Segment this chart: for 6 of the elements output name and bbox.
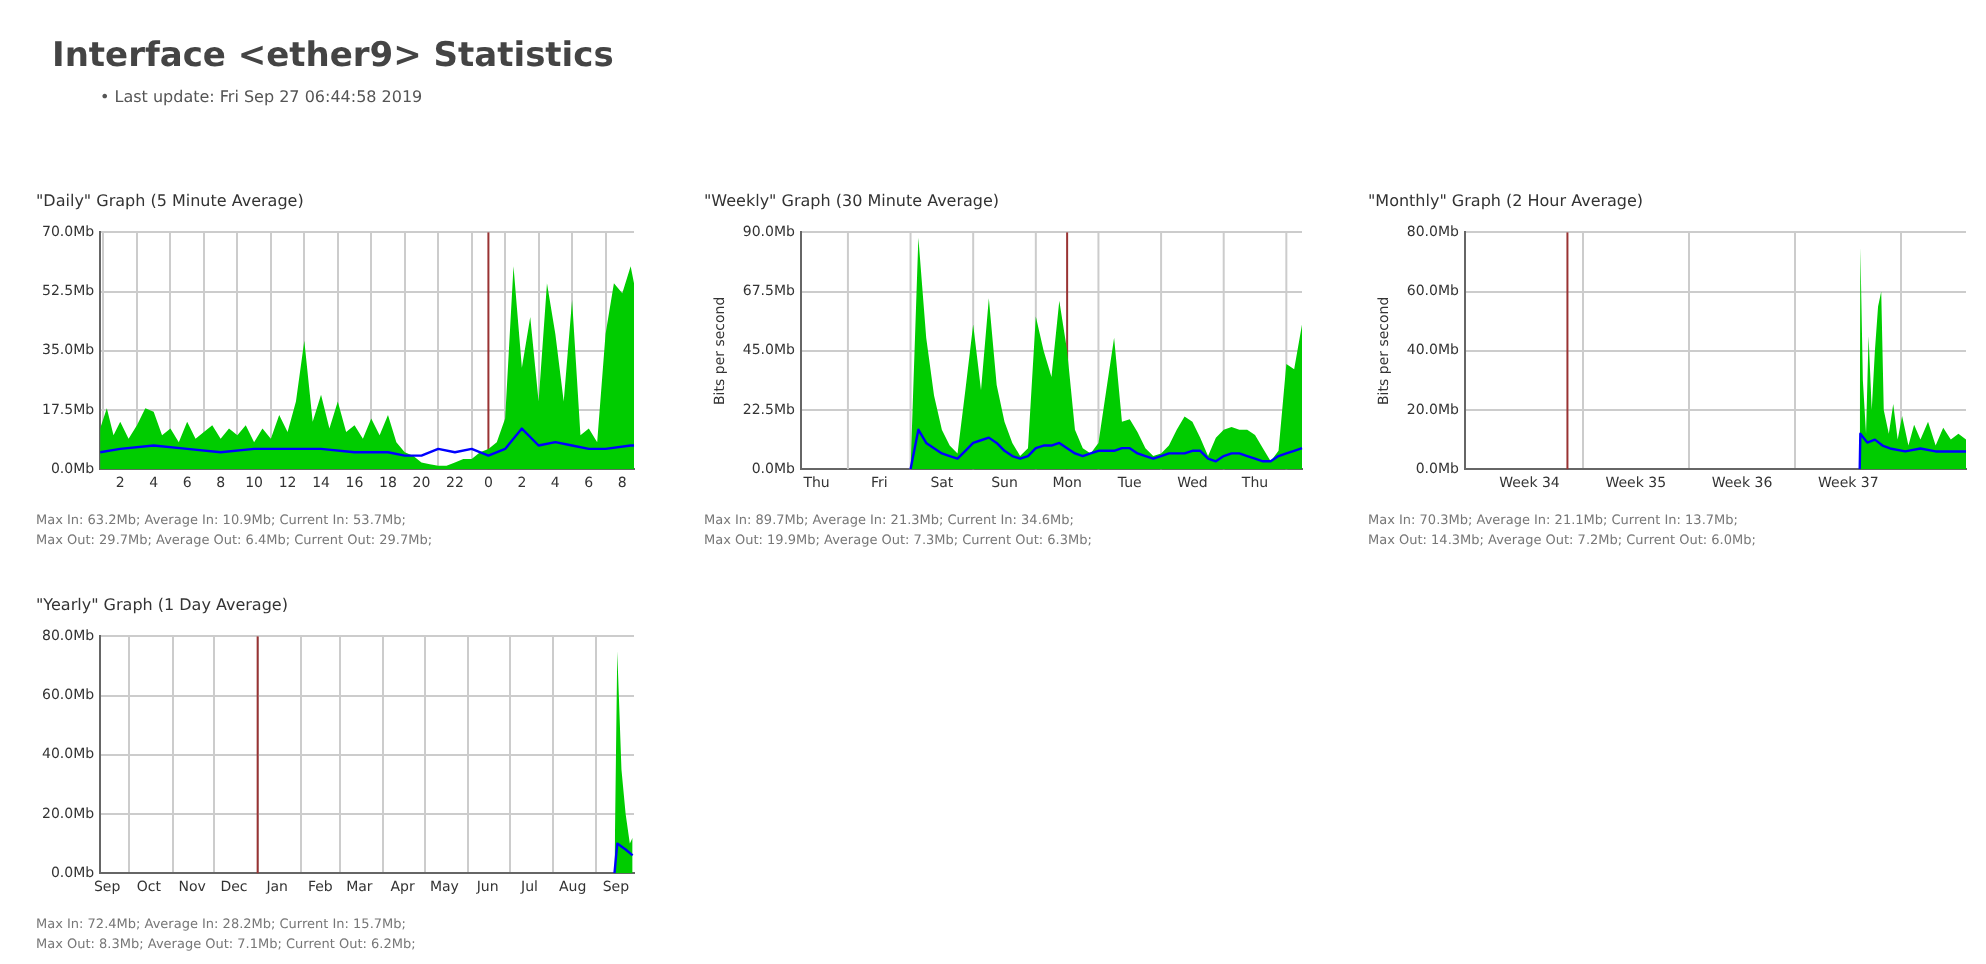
text: • Last update: Fri Sep 27 06:44:58 2019 bbox=[100, 88, 425, 106]
chart-title: "Monthly" Graph (2 Hour Average) bbox=[1368, 192, 1646, 210]
chart-title: "Yearly" Graph (1 Day Average) bbox=[36, 596, 290, 614]
chart-title: "Weekly" Graph (30 Minute Average) bbox=[704, 192, 1002, 210]
text: Interface <ether9> Statistics bbox=[52, 36, 614, 76]
chart-title: "Daily" Graph (5 Minute Average) bbox=[36, 192, 306, 210]
